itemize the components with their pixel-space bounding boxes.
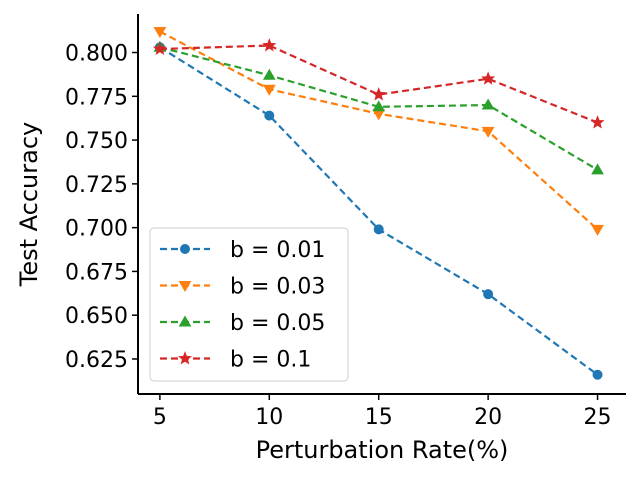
data-point (262, 68, 276, 80)
data-point (264, 110, 275, 121)
data-point (373, 224, 384, 235)
data-point (372, 100, 386, 112)
y-tick-label: 0.725 (65, 173, 128, 198)
y-ticks: 0.625 0.650 0.675 0.700 0.725 0.750 0.775 0.800 (65, 42, 138, 373)
legend-marker (177, 351, 193, 365)
axes (137, 14, 626, 395)
legend-label: b = 0.01 (230, 238, 325, 263)
data-point (262, 38, 277, 52)
y-tick-label: 0.650 (65, 304, 128, 329)
data-point (481, 98, 495, 110)
data-point (153, 27, 167, 39)
y-tick-label: 0.700 (65, 217, 128, 242)
series-2 (153, 27, 604, 236)
x-tick-label: 10 (255, 405, 283, 430)
data-point (481, 126, 495, 138)
data-point (481, 71, 496, 85)
y-tick-label: 0.800 (65, 42, 128, 67)
y-tick-label: 0.750 (65, 129, 128, 154)
legend: b = 0.01 b = 0.03 b = 0.05 b = 0.1 (149, 227, 349, 382)
series-layer (152, 27, 605, 380)
data-point (371, 87, 386, 101)
legend-marker (178, 315, 192, 327)
series-3 (153, 40, 604, 175)
y-tick-label: 0.625 (65, 348, 128, 373)
y-axis-label: Test Accuracy (15, 122, 43, 287)
legend-label: b = 0.1 (230, 348, 311, 373)
data-point (592, 369, 603, 380)
legend-marker (178, 281, 192, 292)
legend-box (149, 227, 349, 382)
data-point (262, 84, 276, 96)
legend-entry: b = 0.01 (160, 238, 325, 263)
legend-entry: b = 0.05 (160, 311, 325, 336)
y-tick-label: 0.675 (65, 260, 128, 285)
data-point (483, 289, 494, 300)
legend-entry: b = 0.03 (160, 275, 325, 300)
data-point (591, 163, 604, 175)
x-tick-label: 15 (365, 405, 393, 430)
legend-label: b = 0.03 (230, 275, 325, 300)
data-point (591, 224, 604, 236)
legend-entry: b = 0.1 (160, 348, 311, 373)
x-tick-label: 5 (153, 405, 167, 430)
x-axis-label: Perturbation Rate(%) (256, 436, 509, 464)
legend-label: b = 0.05 (230, 311, 325, 336)
y-tick-label: 0.775 (65, 85, 128, 110)
series-line (159, 44, 598, 124)
x-ticks: 5 10 15 20 25 (153, 394, 612, 430)
data-point (590, 115, 605, 129)
x-tick-label: 20 (474, 405, 502, 430)
series-4 (152, 38, 605, 129)
legend-marker (180, 244, 190, 254)
x-tick-label: 25 (584, 405, 612, 430)
data-point (152, 41, 167, 55)
